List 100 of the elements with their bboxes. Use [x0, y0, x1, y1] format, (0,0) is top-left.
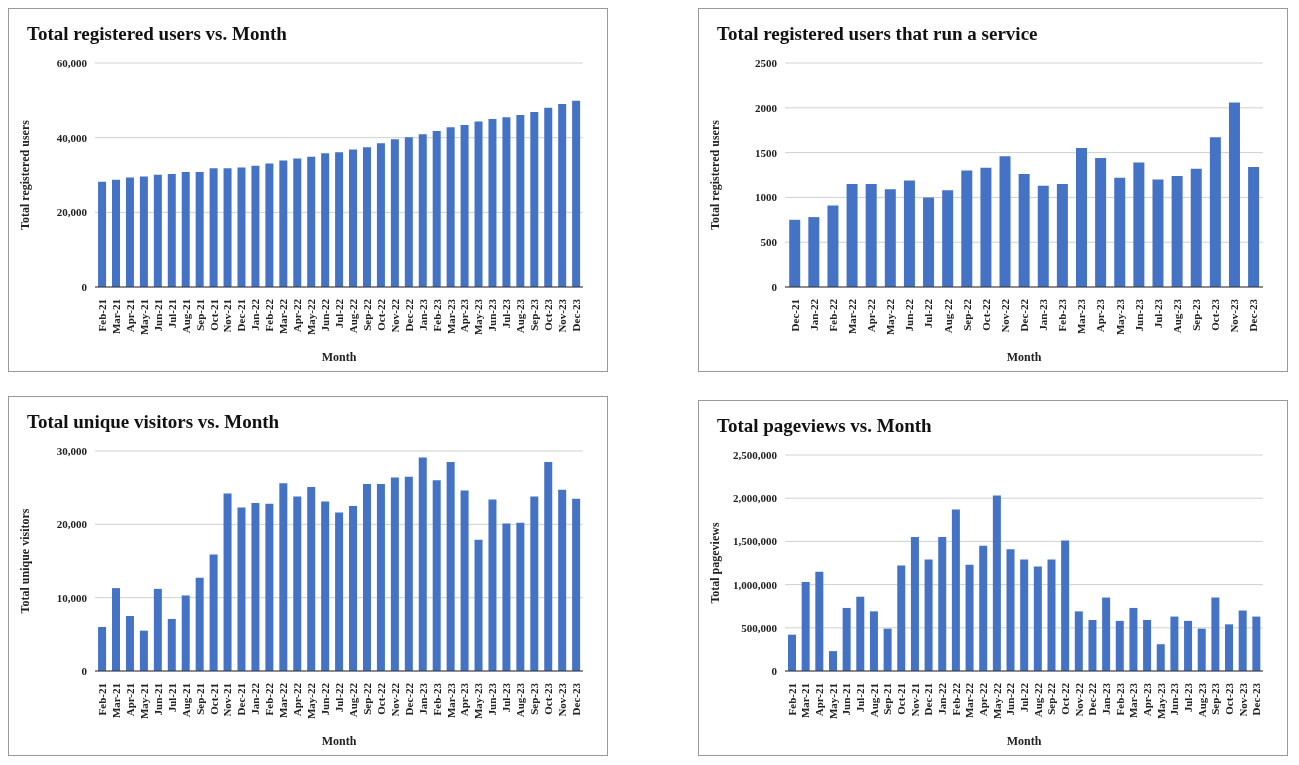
bar	[1074, 611, 1083, 671]
bar	[1252, 616, 1261, 671]
x-tick-label: Oct-23	[542, 298, 555, 331]
bar	[167, 173, 176, 287]
x-tick-label: May-23	[472, 682, 485, 720]
x-tick-label: May-21	[826, 683, 839, 720]
y-tick-label: 2000	[755, 101, 778, 114]
x-tick-label: Nov-21	[221, 299, 234, 333]
x-tick-label: Oct-22	[374, 298, 387, 331]
x-tick-label: Jul-21	[165, 683, 178, 713]
bar	[1248, 166, 1260, 287]
x-tick-label: Feb-21	[95, 299, 108, 332]
chart-title: Total registered users that run a service	[717, 23, 1038, 45]
x-tick-label: Apr-23	[1094, 298, 1107, 333]
x-tick-label: Mar-23	[1127, 682, 1140, 719]
x-tick-label: Oct-22	[1058, 682, 1071, 715]
x-tick-label: Apr-23	[1140, 682, 1153, 717]
x-tick-label: Apr-23	[458, 682, 471, 717]
x-tick-label: Mar-22	[845, 298, 858, 335]
x-tick-label: Dec-22	[402, 298, 415, 332]
bar	[1171, 175, 1183, 287]
bar	[856, 596, 865, 671]
bar	[1006, 549, 1015, 671]
bar	[209, 168, 218, 287]
x-tick-label: Feb-23	[1056, 298, 1069, 332]
x-tick-label: Jul-21	[854, 683, 867, 713]
y-tick-label: 2500	[755, 56, 778, 69]
x-tick-label: Oct-21	[207, 683, 220, 715]
bar	[1076, 148, 1088, 287]
bar	[1184, 620, 1193, 671]
bar	[558, 104, 567, 287]
bar	[446, 127, 455, 287]
bar	[1152, 179, 1164, 287]
bar	[279, 483, 288, 671]
y-tick-label: 20,000	[56, 206, 88, 219]
bar	[883, 628, 892, 671]
x-tick-label: Nov-21	[221, 683, 234, 717]
x-tick-label: May-22	[884, 298, 897, 336]
x-tick-label: Jan-22	[249, 682, 262, 715]
bar	[801, 582, 810, 671]
y-tick-label: 0	[81, 664, 88, 677]
bar	[1197, 628, 1206, 671]
bar	[1129, 607, 1138, 671]
x-tick-label: Jun-23	[1168, 682, 1181, 716]
x-tick-label: Nov-22	[1072, 682, 1085, 717]
x-tick-label: Apr-21	[813, 683, 826, 717]
y-tick-label: 0	[771, 280, 778, 293]
x-tick-label: Oct-23	[1222, 682, 1235, 715]
x-tick-label: Mar-22	[963, 682, 976, 719]
bar	[1095, 157, 1107, 287]
bar	[279, 160, 288, 287]
bar	[223, 168, 232, 287]
x-tick-label: May-23	[1113, 298, 1126, 336]
bar	[980, 167, 992, 287]
x-tick-label: Apr-22	[977, 682, 990, 717]
x-tick-label: Sep-21	[193, 299, 206, 331]
x-tick-label: Sep-23	[1209, 682, 1222, 715]
bar	[828, 651, 837, 671]
x-tick-label: May-22	[990, 682, 1003, 720]
bar	[1170, 616, 1179, 671]
bar	[153, 174, 162, 287]
bar	[181, 595, 190, 671]
bar	[558, 489, 567, 671]
bar	[195, 172, 204, 287]
x-tick-label: Nov-21	[908, 683, 921, 717]
bar	[1133, 162, 1145, 287]
bar	[432, 130, 441, 287]
x-tick-label: Jun-22	[319, 298, 332, 332]
bar	[1115, 620, 1124, 671]
bar	[1190, 168, 1202, 287]
bar	[112, 588, 121, 671]
x-tick-label: Jun-21	[151, 683, 164, 716]
y-tick-label: 30,000	[56, 444, 88, 457]
bar	[789, 219, 801, 287]
bar	[827, 205, 839, 287]
x-tick-label: Dec-22	[1086, 682, 1099, 716]
x-tick-label: Aug-22	[1031, 682, 1044, 718]
x-tick-label: Nov-23	[1236, 682, 1249, 717]
x-tick-label: Dec-23	[1250, 682, 1263, 716]
bar	[223, 493, 232, 671]
x-tick-label: Mar-22	[277, 682, 290, 719]
x-tick-label: Mar-21	[109, 299, 122, 335]
x-tick-label: Feb-22	[949, 682, 962, 716]
x-tick-label: Jan-23	[1037, 298, 1050, 331]
x-axis-title: Month	[321, 350, 357, 364]
bar	[474, 539, 483, 671]
x-tick-label: Jun-21	[151, 299, 164, 332]
x-tick-label: Jan-22	[936, 682, 949, 715]
bar	[139, 630, 148, 671]
bar	[418, 457, 427, 671]
bar	[488, 499, 497, 671]
bar	[1037, 185, 1049, 287]
x-tick-label: Feb-22	[826, 298, 839, 332]
bar	[98, 181, 107, 287]
bar	[181, 172, 190, 287]
y-tick-label: 2,500,000	[733, 448, 778, 461]
x-tick-label: Jan-22	[249, 298, 262, 331]
bar	[446, 462, 455, 671]
x-tick-label: Jun-21	[840, 683, 853, 716]
bar	[307, 486, 316, 671]
